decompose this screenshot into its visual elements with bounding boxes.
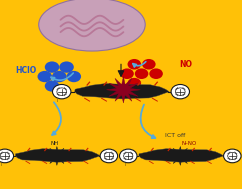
Circle shape	[128, 59, 141, 70]
Polygon shape	[139, 149, 224, 162]
Circle shape	[53, 84, 71, 99]
Circle shape	[120, 149, 137, 163]
Text: $_{\rm I}$: $_{\rm I}$	[0, 162, 3, 169]
Text: ICT off: ICT off	[165, 133, 185, 138]
Circle shape	[45, 80, 59, 92]
Text: $_{\rm I}$: $_{\rm I}$	[124, 162, 127, 169]
Circle shape	[100, 149, 118, 163]
Polygon shape	[106, 77, 140, 103]
Circle shape	[59, 61, 74, 73]
Circle shape	[38, 71, 52, 82]
Text: NH: NH	[50, 141, 59, 146]
Ellipse shape	[39, 0, 145, 51]
Circle shape	[149, 68, 163, 79]
Polygon shape	[169, 146, 192, 165]
Circle shape	[171, 84, 189, 99]
Polygon shape	[75, 84, 169, 99]
Circle shape	[224, 149, 241, 163]
Polygon shape	[45, 146, 68, 165]
Circle shape	[67, 71, 81, 82]
Polygon shape	[15, 149, 100, 162]
Circle shape	[142, 59, 156, 70]
Circle shape	[135, 68, 148, 79]
Text: $_{\rm I}$: $_{\rm I}$	[56, 98, 59, 105]
Circle shape	[0, 149, 14, 163]
Circle shape	[128, 78, 141, 88]
Text: NO: NO	[179, 60, 192, 69]
Circle shape	[45, 61, 59, 73]
Circle shape	[52, 71, 67, 82]
Text: HClO: HClO	[16, 66, 37, 75]
Text: N–NO: N–NO	[181, 141, 197, 146]
Circle shape	[120, 68, 134, 79]
